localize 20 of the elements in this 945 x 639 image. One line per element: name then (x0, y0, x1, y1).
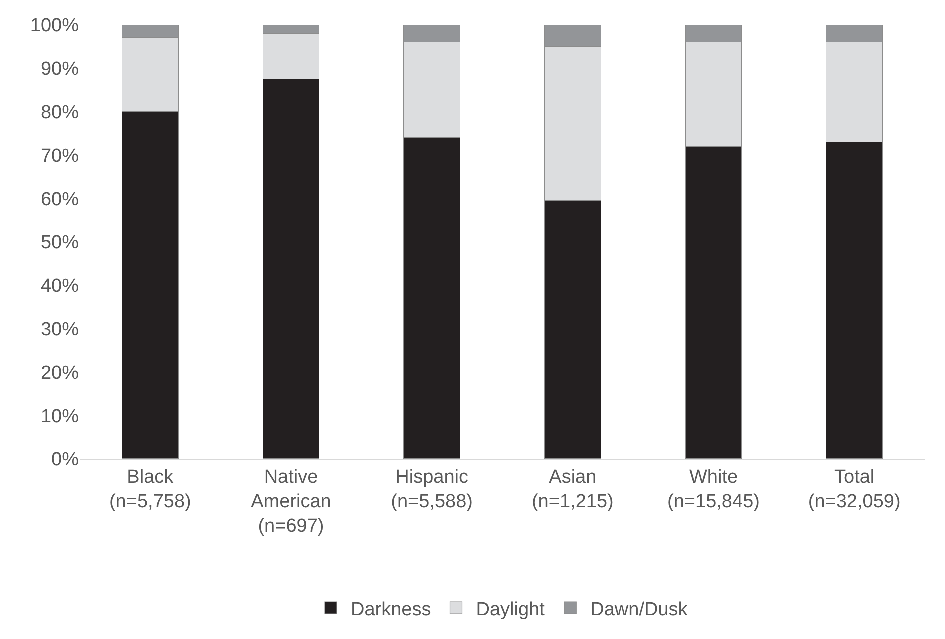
x-tick-label: Native American (n=697) (251, 466, 332, 538)
x-tick-label: Black (n=5,758) (109, 466, 192, 512)
y-tick-label: 30% (40, 319, 80, 340)
y-tick-label: 90% (40, 59, 80, 80)
y-tick-label: 50% (40, 232, 80, 254)
y-tick-label: 60% (40, 189, 80, 210)
x-tick-label: Hispanic (n=5,588) (391, 466, 474, 512)
legend-label: Daylight (476, 599, 546, 620)
x-tick-label: White (n=15,845) (668, 466, 760, 512)
y-tick-label: 80% (40, 102, 80, 124)
legend-label: Darkness (351, 599, 432, 620)
y-tick-label: 20% (40, 362, 80, 384)
y-tick-label: 70% (40, 146, 80, 167)
y-tick-label: 100% (30, 16, 80, 37)
x-tick-label: Asian (n=1,215) (532, 466, 614, 512)
x-tick-label: Total (n=32,059) (808, 466, 901, 512)
y-tick-label: 40% (40, 276, 80, 298)
y-tick-label: 0% (52, 450, 80, 471)
y-tick-label: 10% (40, 406, 80, 428)
legend-label: Dawn/Dusk (590, 599, 688, 620)
